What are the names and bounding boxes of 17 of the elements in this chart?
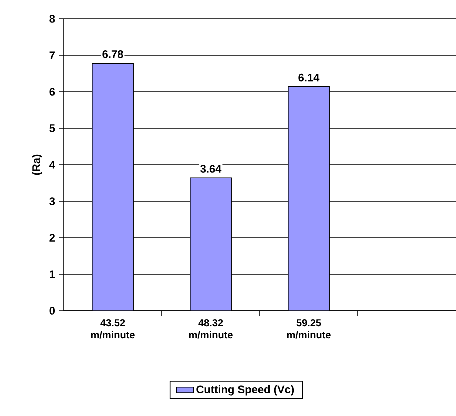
y-tick-label: 3 bbox=[50, 198, 56, 206]
data-label: 6.14 bbox=[298, 74, 320, 82]
x-tick-label: 43.52 m/minute bbox=[91, 320, 135, 339]
y-tick-label: 6 bbox=[50, 88, 56, 96]
data-label: 6.78 bbox=[102, 50, 124, 58]
y-tick-label: 8 bbox=[50, 15, 56, 23]
y-tick-label: 5 bbox=[50, 124, 56, 132]
y-tick-label: 7 bbox=[50, 52, 55, 60]
y-tick-label: 4 bbox=[50, 161, 56, 169]
x-tick-label: 59.25 m/minute bbox=[287, 320, 331, 339]
x-tick-label: 48.32 m/minute bbox=[189, 320, 233, 339]
legend-label: Cutting Speed (Vc) bbox=[196, 385, 294, 396]
data-label: 3.64 bbox=[200, 165, 222, 173]
y-tick-label: 1 bbox=[50, 270, 56, 278]
y-tick-label: 0 bbox=[50, 307, 56, 315]
y-axis-title: (Ra) bbox=[32, 154, 42, 176]
y-tick-label: 2 bbox=[50, 234, 56, 242]
